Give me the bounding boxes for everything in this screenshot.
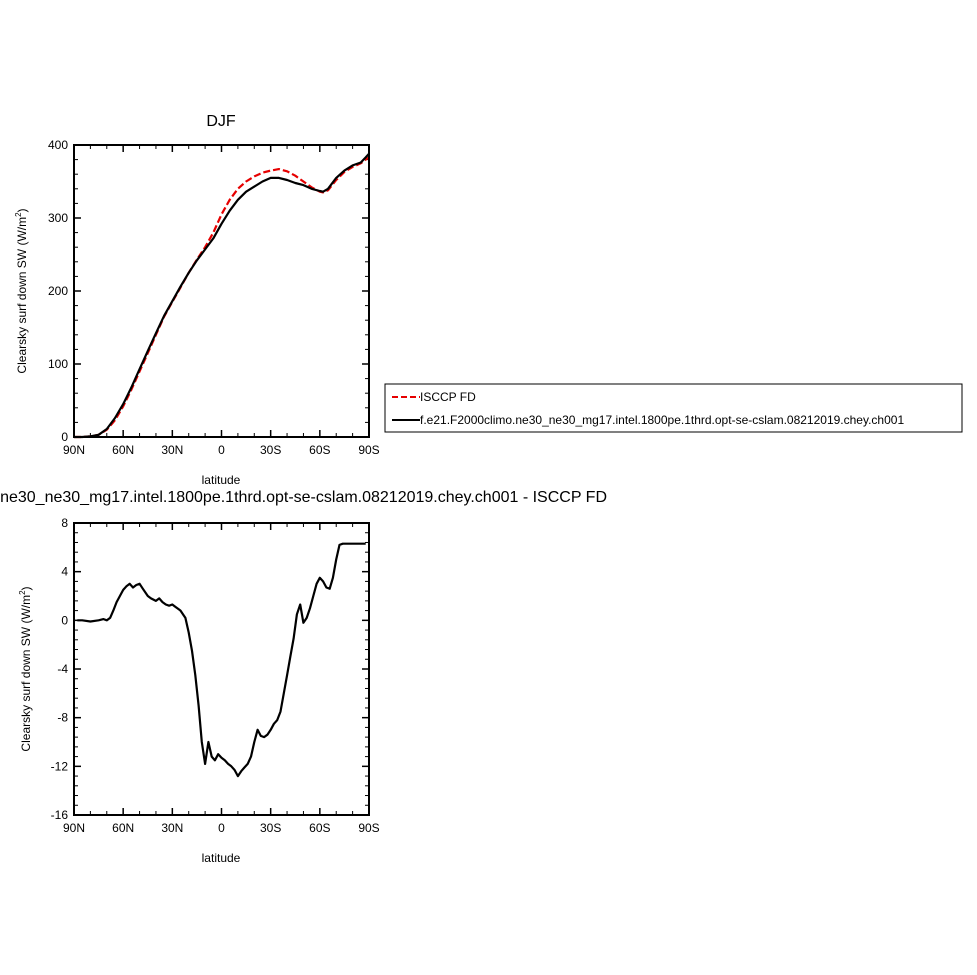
- panel-djf: DJF latitude Clearsky surf down SW (W/m2…: [14, 113, 380, 487]
- panel2-xtick-label: 90N: [63, 821, 85, 835]
- panel1-xtick-label: 0: [218, 443, 225, 457]
- panel2-ytick-label: -4: [57, 662, 68, 676]
- panel2-xtick-label: 0: [218, 821, 225, 835]
- panel2-series-line-0: [77, 542, 366, 778]
- panel1-xtick-label: 30N: [161, 443, 183, 457]
- panel1-ytick-label: 0: [61, 430, 68, 444]
- panel2-ytick-label: 4: [61, 565, 68, 579]
- legend-box: [384, 383, 963, 433]
- panel1-xtick-label: 60S: [309, 443, 330, 457]
- legend-label-isccp: ISCCP FD: [420, 390, 476, 404]
- panel2-ylabel-main: Clearsky surf down SW (W/m: [19, 595, 33, 752]
- panel1-ytick-label: 100: [48, 357, 68, 371]
- panel1-xtick-label: 90N: [63, 443, 85, 457]
- panel2-ylabel-end: ): [19, 586, 33, 590]
- panel2-xtick-label: 60N: [112, 821, 134, 835]
- panel2-ytick-label: 8: [61, 516, 68, 530]
- panel2-ticks: 90N 60N 30N 0 30S 60S 90S -16 -12 -8 -4 0 4 8: [51, 516, 380, 835]
- panel2-series: [77, 542, 366, 778]
- panel1-series-line-1: [74, 153, 370, 439]
- panel1-ylabel: Clearsky surf down SW (W/m2): [14, 208, 29, 373]
- panel2-ytick-label: -8: [57, 711, 68, 725]
- panel1-ticks: 90N 60N 30N 0 30S 60S 90S 0 100 200 300 400: [48, 138, 380, 457]
- panel2-frame: [73, 522, 370, 816]
- panel1-ytick-label: 200: [48, 284, 68, 298]
- panel2-xlabel: latitude: [202, 851, 241, 865]
- legend-label-model: f.e21.F2000climo.ne30_ne30_mg17.intel.18…: [420, 413, 904, 427]
- panel1-xtick-label: 30S: [260, 443, 281, 457]
- panel1-series: [74, 153, 370, 439]
- panel1-title: DJF: [206, 113, 236, 130]
- panel1-xtick-label: 60N: [112, 443, 134, 457]
- legend: ISCCP FD f.e21.F2000climo.ne30_ne30_mg17…: [384, 383, 963, 433]
- panel2-xtick-label: 30N: [161, 821, 183, 835]
- panel1-ylabel-end: ): [15, 208, 29, 212]
- panel1-ytick-label: 400: [48, 138, 68, 152]
- panel1-series-line-0: [74, 156, 370, 439]
- panel1-xtick-label: 90S: [358, 443, 379, 457]
- panel1-ylabel-sup: 2: [14, 212, 23, 217]
- panel1-frame: [73, 144, 370, 438]
- panel-difference: f.e21.F2000climo.ne30_ne30_mg17.intel.18…: [0, 489, 607, 865]
- panel1-xlabel: latitude: [202, 473, 241, 487]
- panel1-ylabel-main: Clearsky surf down SW (W/m: [15, 217, 29, 374]
- panel2-ytick-label: -12: [51, 759, 69, 773]
- panel2-xtick-label: 90S: [358, 821, 379, 835]
- panel2-ylabel: Clearsky surf down SW (W/m2): [18, 586, 33, 751]
- panel2-ytick-label: -16: [51, 808, 69, 822]
- panel1-ytick-label: 300: [48, 211, 68, 225]
- panel2-xtick-label: 30S: [260, 821, 281, 835]
- panel2-xtick-label: 60S: [309, 821, 330, 835]
- panel2-ylabel-sup: 2: [18, 590, 27, 595]
- panel2-title: f.e21.F2000climo.ne30_ne30_mg17.intel.18…: [0, 489, 607, 506]
- panel2-ytick-label: 0: [61, 613, 68, 627]
